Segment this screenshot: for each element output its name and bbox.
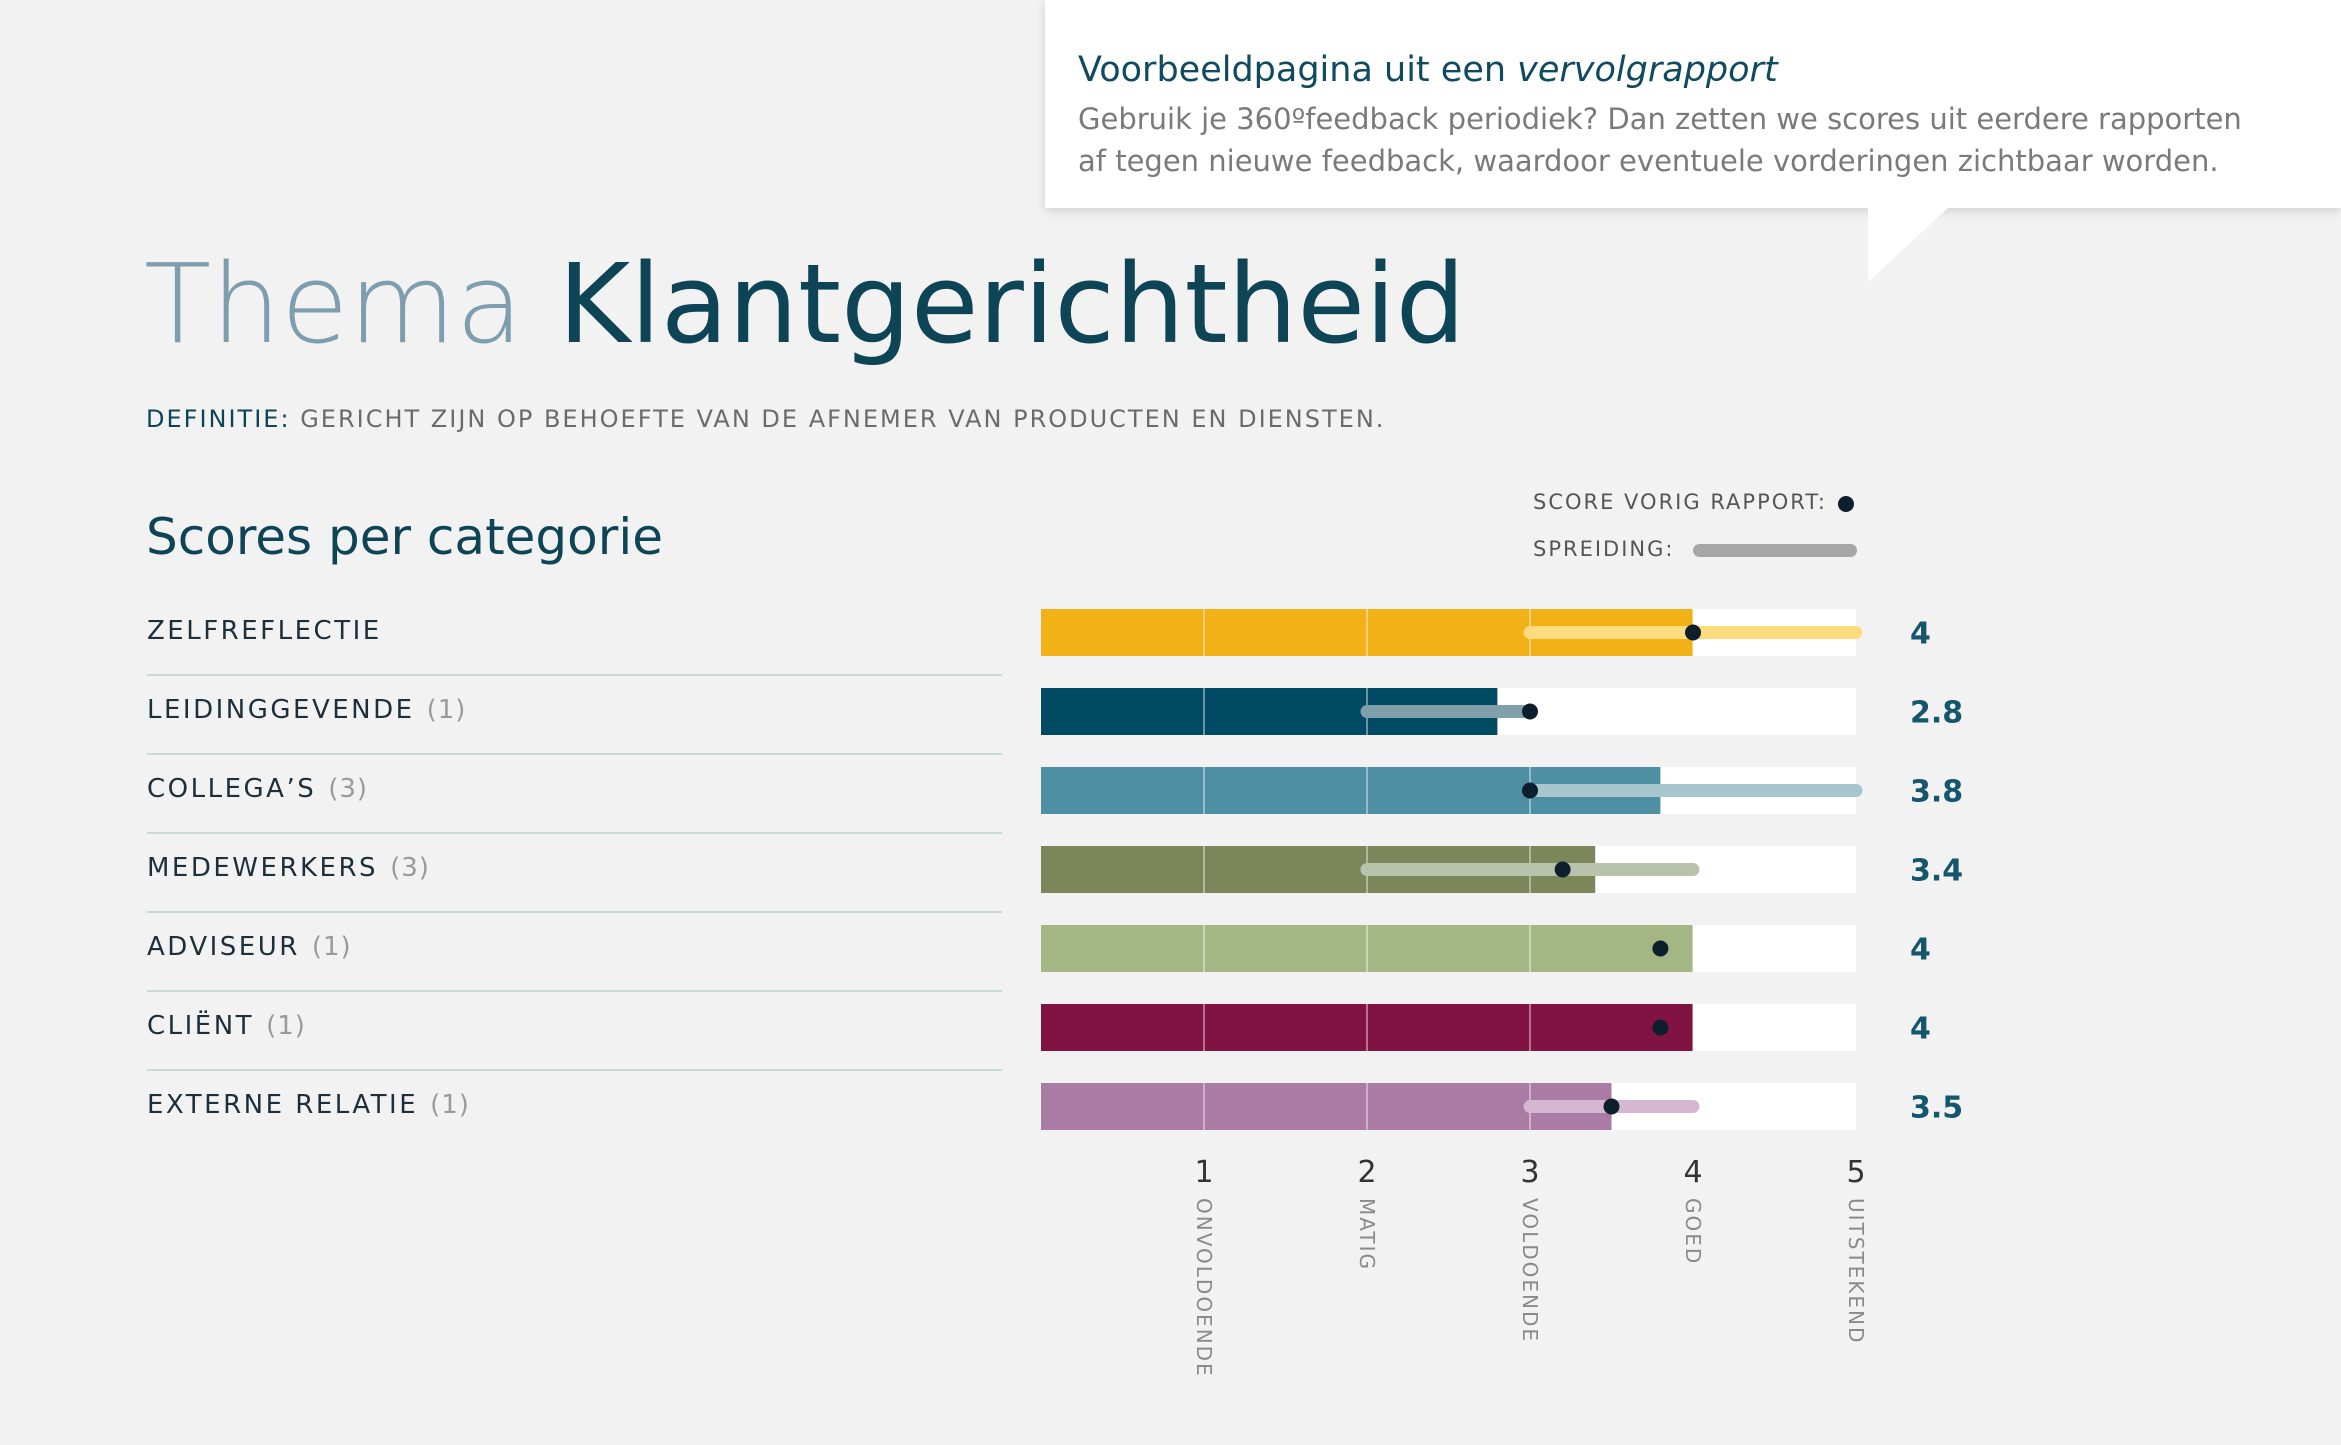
- category-row: LEIDINGGEVENDE (1): [147, 675, 1002, 755]
- definition: DEFINITIE: GERICHT ZIJN OP BEHOEFTE VAN …: [146, 405, 1385, 433]
- score-value-label: 3.5: [1910, 1091, 1963, 1126]
- previous-score-dot: [1554, 861, 1571, 878]
- tick-label: 4: [1683, 1155, 1702, 1190]
- score-value-label: 3.8: [1910, 775, 1963, 810]
- definition-label: DEFINITIE:: [146, 405, 291, 433]
- legend-previous-score-label: SCORE VORIG RAPPORT:: [1533, 490, 1827, 514]
- section-title: Scores per categorie: [146, 508, 663, 566]
- tick-label: 1: [1194, 1155, 1213, 1190]
- tick-descriptor: UITSTEKEND: [1844, 1198, 1868, 1344]
- score-value-label: 3.4: [1910, 854, 1963, 889]
- category-count: (1): [311, 932, 352, 962]
- tick-descriptor: GOED: [1681, 1198, 1705, 1265]
- legend-previous-score-dot: [1838, 496, 1854, 512]
- legend-spread-label: SPREIDING:: [1533, 537, 1675, 561]
- score-value-label: 2.8: [1910, 696, 1963, 731]
- category-count: (1): [430, 1090, 470, 1120]
- score-value-label: 4: [1910, 617, 1931, 652]
- category-count: (3): [328, 774, 369, 804]
- tick-label: 5: [1846, 1155, 1865, 1190]
- tick-descriptor: MATIG: [1355, 1198, 1379, 1271]
- previous-score-dot: [1603, 1098, 1620, 1115]
- category-name: LEIDINGGEVENDE (1): [147, 695, 466, 725]
- previous-score-dot: [1685, 624, 1701, 641]
- score-value-label: 4: [1910, 1012, 1931, 1047]
- callout-tail: [1868, 206, 1950, 282]
- callout-title-prefix: Voorbeeldpagina uit een: [1078, 50, 1518, 90]
- category-name: COLLEGA’S (3): [147, 774, 368, 804]
- previous-score-dot: [1522, 782, 1538, 799]
- tick-descriptor: ONVOLDOENDE: [1192, 1198, 1216, 1378]
- category-row: ZELFREFLECTIE: [147, 596, 1002, 676]
- category-label: COLLEGA’S: [147, 774, 317, 804]
- previous-score-dot: [1652, 940, 1669, 957]
- score-bar: [1041, 1083, 1612, 1130]
- category-row: MEDEWERKERS (3): [147, 833, 1002, 913]
- category-label: MEDEWERKERS: [147, 853, 379, 883]
- category-row: CLIËNT (1): [147, 991, 1002, 1071]
- category-name: CLIËNT (1): [147, 1011, 306, 1041]
- category-count: (1): [266, 1011, 306, 1041]
- callout-title-emphasis: vervolgrapport: [1517, 50, 1778, 90]
- previous-score-dot: [1652, 1019, 1669, 1036]
- callout-box: [1045, 0, 2341, 208]
- category-label: CLIËNT: [147, 1011, 255, 1041]
- score-value-label: 4: [1910, 933, 1931, 968]
- category-label: ADVISEUR: [147, 932, 300, 962]
- category-count: (1): [426, 695, 467, 725]
- category-row: COLLEGA’S (3): [147, 754, 1002, 834]
- category-label: ZELFREFLECTIE: [147, 616, 382, 646]
- tick-label: 2: [1357, 1155, 1376, 1190]
- category-name: ADVISEUR (1): [147, 932, 352, 962]
- page-title-light: Thema: [144, 240, 524, 368]
- page-title-dark: Klantgerichtheid: [558, 240, 1466, 368]
- tick-label: 3: [1520, 1155, 1539, 1190]
- page-title: Thema Klantgerichtheid: [144, 244, 1465, 365]
- category-count: (3): [390, 853, 430, 883]
- category-row: EXTERNE RELATIE (1): [147, 1070, 1002, 1148]
- legend-spread-bar: [1693, 544, 1857, 557]
- previous-score-dot: [1522, 703, 1538, 720]
- category-label: EXTERNE RELATIE: [147, 1090, 419, 1120]
- category-name: ZELFREFLECTIE: [147, 616, 382, 646]
- category-row: ADVISEUR (1): [147, 912, 1002, 992]
- category-name: EXTERNE RELATIE (1): [147, 1090, 470, 1120]
- category-name: MEDEWERKERS (3): [147, 853, 430, 883]
- definition-text: GERICHT ZIJN OP BEHOEFTE VAN DE AFNEMER …: [300, 405, 1386, 433]
- category-label: LEIDINGGEVENDE: [147, 695, 415, 725]
- callout-body: Gebruik je 360ºfeedback periodiek? Dan z…: [1078, 102, 2242, 178]
- callout-title: Voorbeeldpagina uit een vervolgrapport: [1078, 50, 1778, 90]
- tick-descriptor: VOLDOENDE: [1518, 1198, 1542, 1343]
